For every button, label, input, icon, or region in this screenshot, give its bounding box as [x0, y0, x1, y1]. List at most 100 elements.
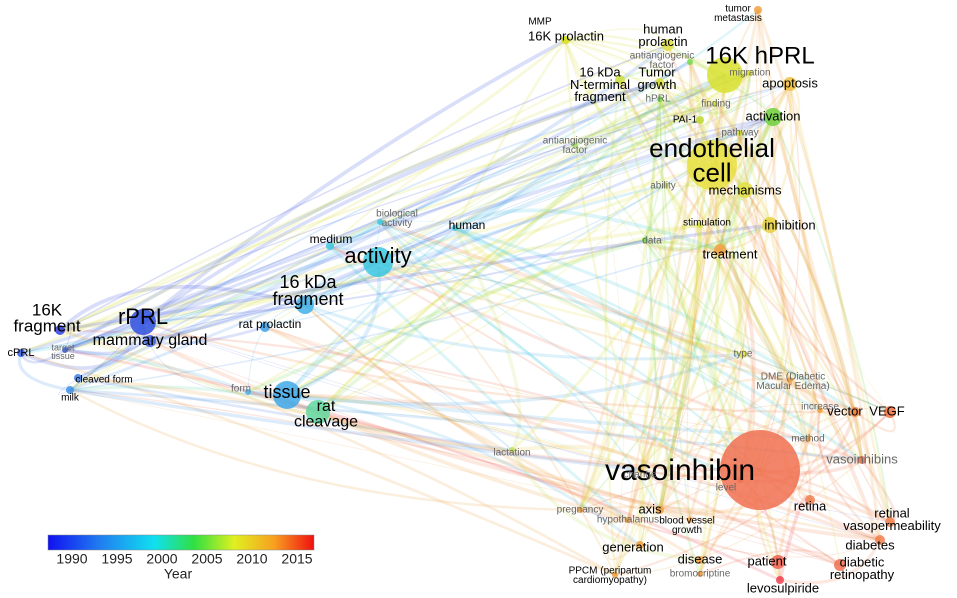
- edge: [377, 260, 744, 356]
- edge: [247, 238, 646, 394]
- edge: [711, 164, 863, 461]
- node-circle: [642, 237, 648, 243]
- edge: [317, 72, 751, 413]
- edge: [142, 239, 646, 323]
- edge: [658, 353, 745, 511]
- node-label: vasoinhibin: [605, 454, 755, 487]
- edge: [788, 83, 892, 523]
- edge: [59, 223, 771, 332]
- node-label: lactation: [493, 448, 530, 459]
- edge: [141, 80, 661, 324]
- scale-tick-label: 2010: [236, 551, 267, 567]
- edge: [149, 189, 746, 342]
- node-label: mammary gland: [93, 332, 208, 349]
- edge: [564, 38, 661, 83]
- edge: [264, 221, 381, 328]
- node-circle: [636, 541, 644, 549]
- edge: [759, 83, 801, 471]
- node-label: apoptosis: [762, 75, 818, 90]
- edge: [742, 353, 821, 411]
- node-circle: [858, 456, 866, 464]
- edge: [699, 549, 841, 575]
- edge: [689, 519, 841, 566]
- edge: [511, 444, 642, 471]
- node-circle: [714, 244, 726, 256]
- node-label: antiangiogenic: [543, 136, 608, 147]
- edge: [286, 393, 641, 472]
- node-circle: [754, 6, 762, 14]
- edge: [20, 83, 791, 354]
- edge: [618, 79, 782, 581]
- edge: [619, 79, 666, 186]
- edge: [454, 208, 721, 252]
- edge: [788, 83, 857, 413]
- node-circle: [737, 182, 753, 198]
- node-circle: [637, 467, 643, 473]
- edge: [613, 224, 702, 576]
- edge: [579, 116, 774, 511]
- node-circle: [787, 377, 793, 383]
- scale-tick-label: 1995: [101, 551, 132, 567]
- node-label: activation: [746, 108, 801, 123]
- node-circle: [572, 142, 578, 148]
- edge: [659, 98, 691, 521]
- node-circle: [696, 556, 704, 564]
- edge: [304, 303, 744, 361]
- edge: [20, 351, 616, 577]
- node-circle: [764, 108, 782, 126]
- node-label: change: [624, 470, 657, 481]
- edge: [264, 325, 701, 562]
- edge: [264, 326, 809, 440]
- scale-tick-label: 2015: [281, 551, 312, 567]
- edge: [59, 163, 713, 332]
- edge: [20, 220, 382, 355]
- edge: [659, 98, 741, 481]
- edge: [574, 144, 809, 440]
- edge: [658, 81, 822, 411]
- edge: [618, 79, 701, 122]
- node-circle: [130, 309, 156, 335]
- edge: [77, 144, 576, 379]
- edge: [756, 9, 882, 541]
- edge: [20, 38, 566, 355]
- edge: [77, 376, 513, 452]
- edge: [604, 518, 641, 547]
- edge: [627, 83, 791, 521]
- edge: [317, 184, 666, 413]
- node-circle: [697, 571, 703, 577]
- edge: [698, 189, 747, 575]
- edge: [69, 389, 841, 566]
- edge: [69, 388, 581, 512]
- edge: [286, 352, 744, 406]
- edge: [59, 83, 791, 331]
- node-label: form: [231, 384, 251, 395]
- node-circle: [577, 507, 583, 513]
- node-circle: [747, 70, 753, 76]
- node-circle: [875, 535, 885, 545]
- node-circle: [326, 242, 334, 250]
- node-circle: [697, 222, 703, 228]
- node-circle: [144, 335, 156, 347]
- node-circle: [657, 96, 663, 102]
- node-circle: [687, 59, 693, 65]
- edge: [699, 224, 864, 461]
- edge: [377, 261, 891, 413]
- node-circle: [737, 477, 743, 483]
- node-label: 16K: [32, 300, 63, 319]
- node-label: biological: [376, 209, 418, 220]
- edge: [379, 221, 616, 576]
- node-label: VEGF: [869, 403, 904, 418]
- node-label: diabetic: [840, 554, 885, 569]
- node-label: 16K prolactin: [528, 28, 604, 43]
- edge: [286, 74, 726, 397]
- edge: [58, 284, 306, 332]
- node-circle: [885, 517, 895, 527]
- edge: [604, 79, 622, 576]
- edge: [627, 164, 713, 521]
- edge: [286, 227, 456, 396]
- edge: [565, 39, 717, 106]
- edge: [64, 116, 774, 351]
- edge: [304, 131, 741, 307]
- edge: [64, 348, 249, 394]
- edge: [316, 97, 662, 414]
